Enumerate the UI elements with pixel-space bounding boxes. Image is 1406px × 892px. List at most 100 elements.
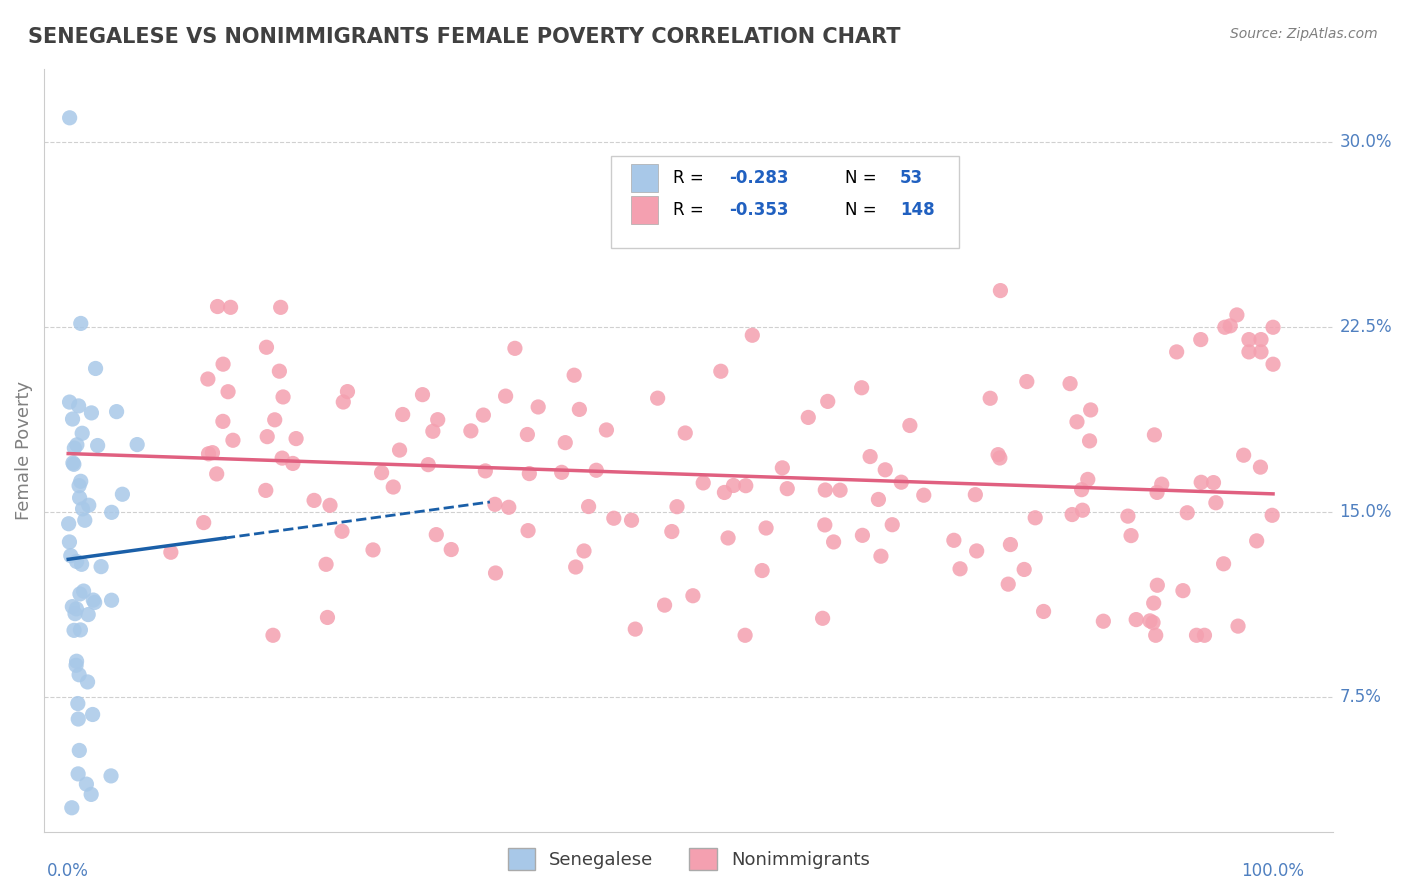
Text: 148: 148 xyxy=(900,201,935,219)
Point xyxy=(281,457,304,471)
Point xyxy=(82,707,104,722)
Point xyxy=(271,451,294,466)
Point xyxy=(70,426,93,441)
Text: 100.0%: 100.0% xyxy=(1241,862,1305,880)
Point xyxy=(912,488,935,502)
Point xyxy=(1261,357,1284,371)
Point xyxy=(1116,509,1139,524)
Point xyxy=(503,342,526,356)
Point xyxy=(517,524,540,538)
Point xyxy=(315,558,337,572)
Text: R =: R = xyxy=(673,201,709,219)
Text: N =: N = xyxy=(845,169,882,186)
Point xyxy=(1143,428,1166,442)
Point xyxy=(58,516,80,531)
Point xyxy=(66,697,89,711)
Point xyxy=(60,801,83,815)
Point xyxy=(595,423,617,437)
Point xyxy=(63,458,86,472)
Point xyxy=(851,528,873,542)
Text: -0.353: -0.353 xyxy=(728,201,789,219)
Point xyxy=(734,478,756,492)
Point xyxy=(67,478,90,492)
Point xyxy=(58,535,80,549)
Point xyxy=(82,593,104,607)
Point xyxy=(966,544,988,558)
Point xyxy=(1012,562,1035,576)
Point xyxy=(72,584,94,599)
Point xyxy=(550,466,572,480)
Text: Source: ZipAtlas.com: Source: ZipAtlas.com xyxy=(1230,27,1378,41)
Point xyxy=(80,406,103,420)
Point xyxy=(460,424,482,438)
Point xyxy=(217,384,239,399)
Point xyxy=(484,497,506,511)
Point xyxy=(527,400,550,414)
Point xyxy=(814,517,837,532)
Text: 53: 53 xyxy=(900,169,924,186)
Point xyxy=(755,521,778,535)
Point xyxy=(603,511,626,525)
Point xyxy=(1213,320,1236,334)
Point xyxy=(1175,506,1198,520)
Text: 30.0%: 30.0% xyxy=(1340,134,1392,152)
Point xyxy=(624,622,647,636)
Point xyxy=(67,712,90,726)
Point xyxy=(564,560,586,574)
Point xyxy=(484,566,506,580)
Point xyxy=(105,404,128,418)
Text: 7.5%: 7.5% xyxy=(1340,688,1381,706)
Point xyxy=(1146,578,1168,592)
Point xyxy=(1150,477,1173,491)
Point xyxy=(67,767,90,781)
Point xyxy=(498,500,520,515)
Point xyxy=(1143,596,1166,610)
Point xyxy=(1024,510,1046,524)
Point xyxy=(263,413,285,427)
Text: R =: R = xyxy=(673,169,709,186)
Bar xyxy=(631,196,658,224)
Point xyxy=(1119,528,1142,542)
Point xyxy=(1125,613,1147,627)
Point xyxy=(661,524,683,539)
Text: -0.283: -0.283 xyxy=(728,169,789,186)
Point xyxy=(517,467,540,481)
Point xyxy=(1219,318,1241,333)
Point xyxy=(1166,345,1188,359)
Point xyxy=(63,624,86,638)
Point xyxy=(65,658,87,673)
Point xyxy=(713,485,735,500)
Point xyxy=(1237,345,1260,359)
Point xyxy=(382,480,405,494)
Point xyxy=(391,408,413,422)
Point xyxy=(370,466,392,480)
Point xyxy=(422,424,444,438)
Point xyxy=(69,317,91,331)
Point xyxy=(898,418,921,433)
Bar xyxy=(612,156,959,248)
Point xyxy=(100,593,122,607)
Point xyxy=(65,654,87,668)
Point xyxy=(63,607,86,621)
Point xyxy=(425,527,447,541)
Point xyxy=(710,364,733,378)
Point xyxy=(67,667,90,681)
Point xyxy=(965,488,987,502)
Point xyxy=(90,559,112,574)
Point xyxy=(851,381,873,395)
Point xyxy=(65,554,87,568)
Point xyxy=(197,372,219,386)
Point xyxy=(302,493,325,508)
Point xyxy=(673,425,696,440)
Text: N =: N = xyxy=(845,201,882,219)
Point xyxy=(585,463,607,477)
Point xyxy=(868,492,890,507)
Point xyxy=(1261,320,1284,334)
Point xyxy=(271,390,294,404)
Point xyxy=(942,533,965,548)
Point xyxy=(666,500,689,514)
Point xyxy=(1171,583,1194,598)
Point xyxy=(647,391,669,405)
Point xyxy=(127,437,149,451)
Point xyxy=(997,577,1019,591)
